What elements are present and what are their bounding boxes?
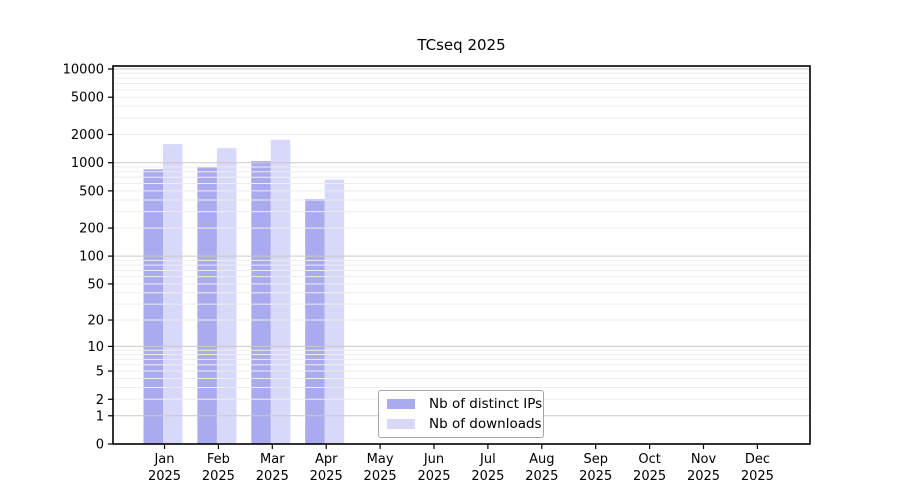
x-tick-label-year: 2025 <box>687 469 720 484</box>
x-tick-label-month: Jan <box>153 452 174 467</box>
y-tick-label: 1 <box>96 409 104 424</box>
x-tick-label-month: Mar <box>260 452 285 467</box>
legend-row-downloads: Nb of downloads <box>385 416 542 432</box>
x-tick-label-year: 2025 <box>256 469 289 484</box>
y-tick-label: 200 <box>79 222 104 237</box>
x-tick-label-year: 2025 <box>417 469 450 484</box>
x-tick-label-month: Apr <box>315 452 338 467</box>
y-tick-label: 100 <box>79 250 104 265</box>
legend-swatch-distinct-ips-icon <box>387 399 415 409</box>
x-tick-label-year: 2025 <box>364 469 397 484</box>
plot-frame <box>112 65 811 445</box>
y-tick-label: 5000 <box>71 91 104 106</box>
y-tick-label: 10 <box>87 340 104 355</box>
x-tick-label-month: Sep <box>583 452 608 467</box>
y-tick-label: 2 <box>96 393 104 408</box>
x-tick-label-year: 2025 <box>579 469 612 484</box>
legend: Nb of distinct IPs Nb of downloads <box>378 390 544 438</box>
x-tick-label-year: 2025 <box>471 469 504 484</box>
y-tick-label: 50 <box>87 277 104 292</box>
legend-label-downloads: Nb of downloads <box>429 416 542 432</box>
x-tick-label-year: 2025 <box>310 469 343 484</box>
chart-title: TCseq 2025 <box>417 36 506 54</box>
x-tick-label-month: May <box>367 452 394 467</box>
legend-label-distinct-ips: Nb of distinct IPs <box>429 396 543 412</box>
y-tick-label: 2000 <box>71 128 104 143</box>
x-tick-label-year: 2025 <box>148 469 181 484</box>
legend-row-distinct-ips: Nb of distinct IPs <box>385 396 542 412</box>
bar-mar-distinct-ips <box>251 161 271 444</box>
y-tick-label: 20 <box>87 314 104 329</box>
y-tick-label: 10000 <box>63 63 104 78</box>
legend-swatch-downloads-icon <box>387 419 415 429</box>
bar-apr-downloads <box>324 179 345 444</box>
bar-feb-distinct-ips <box>197 166 217 444</box>
x-tick-label-month: Feb <box>207 452 230 467</box>
x-tick-label-year: 2025 <box>633 469 666 484</box>
bar-jan-downloads <box>163 144 183 444</box>
x-tick-label-year: 2025 <box>741 469 774 484</box>
x-tick-label-month: Jul <box>479 452 496 467</box>
x-tick-label-month: Jun <box>423 452 444 467</box>
bar-apr-distinct-ips <box>305 198 325 444</box>
bar-jan-distinct-ips <box>143 169 163 444</box>
bar-mar-downloads <box>270 139 291 444</box>
y-tick-label: 500 <box>79 184 104 199</box>
x-tick-label-year: 2025 <box>202 469 235 484</box>
x-tick-label-month: Aug <box>529 452 554 467</box>
x-tick-label-month: Nov <box>691 452 717 467</box>
y-tick-label: 1000 <box>71 156 104 171</box>
x-tick-label-month: Dec <box>745 452 770 467</box>
x-tick-label-year: 2025 <box>525 469 558 484</box>
y-tick-label: 5 <box>96 365 104 380</box>
x-tick-label-month: Oct <box>638 452 660 467</box>
y-tick-label: 0 <box>96 438 104 453</box>
bar-feb-downloads <box>216 148 237 445</box>
